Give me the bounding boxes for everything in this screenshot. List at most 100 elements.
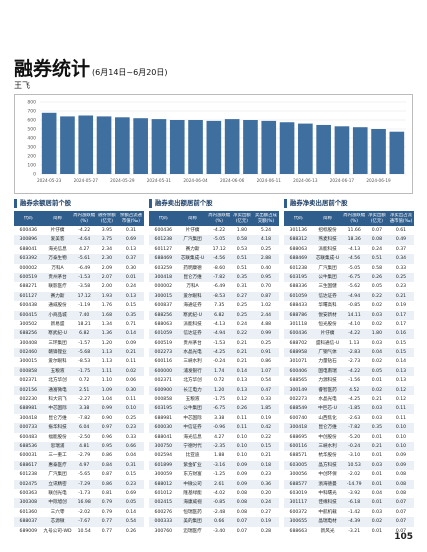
table-cell: 0.02 — [371, 321, 383, 327]
x-tick-label: 2024-06-17 — [330, 178, 355, 183]
table-cell: 601899 — [154, 462, 173, 468]
table-cell: 美的集团 — [183, 519, 202, 525]
table-cell: 0.24 — [236, 321, 248, 327]
table-cell: 4.27 — [79, 246, 90, 252]
table-cell: 4.18 — [260, 237, 272, 243]
table-cell: -2.63 — [348, 415, 361, 421]
table-cell: 300149 — [289, 387, 308, 393]
table-row: 688571 杭华股份 -3.10 0.01 0.09 — [284, 451, 414, 460]
table-cell: 600436 — [154, 228, 173, 233]
table-cell: 18.36 — [347, 237, 361, 243]
table-cell: 0.87 — [260, 293, 272, 299]
table-cell: 0.61 — [395, 228, 407, 233]
table-cell: 科大讯飞 — [48, 397, 67, 403]
table-cell: 0.97 — [101, 425, 113, 431]
table-cell: 601238 — [19, 472, 38, 478]
table-cell: 悦安新材 — [318, 312, 337, 318]
table-cell: 1.74 — [214, 368, 225, 374]
table-cell: 0.86 — [101, 453, 113, 459]
table-cell: 0.95 — [101, 443, 113, 449]
table-row: 000733 振华科技 6.04 0.97 0.23 — [14, 423, 144, 433]
table-cell: 688469 — [289, 256, 308, 262]
table-cell: 601238 — [289, 265, 308, 271]
table-cell: 三峡水利 — [183, 359, 202, 365]
table-cell: 华曙高科 — [318, 303, 337, 309]
table-cell: 688433 — [289, 303, 308, 309]
table-cell: 0.26 — [236, 406, 248, 412]
table-row: 300502 新易盛 18.21 1.34 0.71 — [14, 320, 144, 329]
table-cell: 0.03 — [371, 406, 383, 412]
table-cell: 0.25 — [260, 246, 272, 252]
table-cell: 1.80 — [371, 331, 383, 337]
table-cell: 新风光 — [320, 528, 335, 534]
table-cell: -1.53 — [213, 340, 226, 346]
table-cell: 14.11 — [347, 312, 361, 318]
table-row: 600519 贵州茅台 -1.53 0.21 0.25 — [149, 339, 279, 348]
table-cell: 300418 — [154, 274, 173, 280]
table-row: 301136 招标股份 11.66 0.07 0.61 — [284, 226, 414, 235]
table-row: 002273 水晶光电 -4.25 0.21 0.91 — [149, 348, 279, 358]
column-header: 代码 — [293, 215, 303, 221]
table-cell: 6.04 — [79, 425, 90, 431]
table-cell: 长江电力 — [183, 387, 202, 393]
table-cell: 广汽集团 — [48, 472, 67, 478]
table-cell: 0.51 — [236, 265, 248, 271]
x-tick-label: 2024-06-11 — [257, 178, 282, 183]
x-tick-label: 2024-06-19 — [366, 178, 391, 183]
column-header: 余额占流通市值(‰) — [119, 212, 142, 224]
table-cell: 药明康德 — [183, 265, 202, 271]
table-cell: 0.17 — [395, 321, 407, 327]
table-cell: 0.49 — [395, 237, 407, 243]
table-cell: -2.73 — [348, 359, 361, 365]
table-cell: 宁德时代 — [183, 443, 202, 449]
table-cell: 国电南瑞 — [318, 368, 337, 374]
table-cell: 600900 — [154, 387, 173, 393]
table-cell: 0.23 — [125, 425, 137, 431]
column-header: 周内涨跌幅(%) — [208, 212, 231, 224]
table-cell: 689009 — [19, 528, 38, 534]
table-row: 300015 爱尔眼科 -8.53 1.13 0.11 — [14, 357, 144, 366]
table-cell: 0.23 — [260, 472, 272, 478]
table-cell: 力源科技 — [318, 378, 337, 384]
table-cell: 600031 — [19, 453, 38, 459]
table-row: 688981 中芯国际 3.38 0.11 0.19 — [149, 414, 279, 423]
table-title: 融券余额居前个股 — [14, 199, 144, 208]
table-row: 002475 立讯精密 -7.29 0.86 0.23 — [14, 479, 144, 489]
table-cell: 0.04 — [125, 453, 137, 459]
table-row: 688469 芯联集成-U -4.56 0.51 0.34 — [284, 254, 414, 264]
table-cell: -6.49 — [213, 284, 226, 290]
table-cell: 1.20 — [101, 340, 113, 346]
table-cell: 600030 — [154, 425, 173, 431]
bar — [41, 112, 57, 174]
table-cell: -4.22 — [213, 228, 226, 233]
table-cell: 6.82 — [79, 331, 90, 337]
table-cell: 0.53 — [236, 246, 248, 252]
table-cell: 中科曙光 — [318, 490, 337, 496]
table-cell: 紫金矿业 — [183, 462, 202, 468]
table-cell: 301071 — [289, 359, 308, 365]
table-cell: 力量钻石 — [318, 359, 337, 365]
table-cell: 0.13 — [125, 246, 137, 252]
table-cell: 300418 — [289, 425, 308, 431]
table-cell: 0.24 — [125, 284, 137, 290]
table-row: 688312 燕麦科技 18.36 0.08 0.49 — [284, 235, 414, 245]
table-cell: -2.50 — [78, 434, 91, 440]
table-row: 688663 新风光 -3.21 0.01 0.07 — [284, 527, 414, 536]
table-cell: 0.10 — [236, 443, 248, 449]
table-cell: 赛力斯 — [50, 293, 65, 299]
table-cell: 0.09 — [395, 462, 407, 468]
table-row: 688063 派能科技 -4.13 0.24 4.88 — [149, 320, 279, 329]
table-cell: 2.07 — [101, 274, 113, 280]
table-row: 300015 爱尔眼科 -8.53 0.27 0.87 — [149, 291, 279, 302]
table-cell: 0.81 — [101, 490, 113, 496]
table-cell: 0.19 — [395, 303, 407, 309]
table-cell: 10.53 — [347, 462, 361, 468]
table-cell: 隆基绿能 — [183, 490, 202, 496]
table-cell: -5.61 — [78, 256, 91, 262]
table-cell: 0.96 — [101, 434, 113, 440]
table-cell: 0.90 — [101, 415, 113, 421]
table-cell: 0.25 — [260, 340, 272, 346]
bar — [60, 116, 75, 174]
table-cell: -1.73 — [78, 490, 91, 496]
table-cell: 公牛集团 — [318, 274, 337, 280]
